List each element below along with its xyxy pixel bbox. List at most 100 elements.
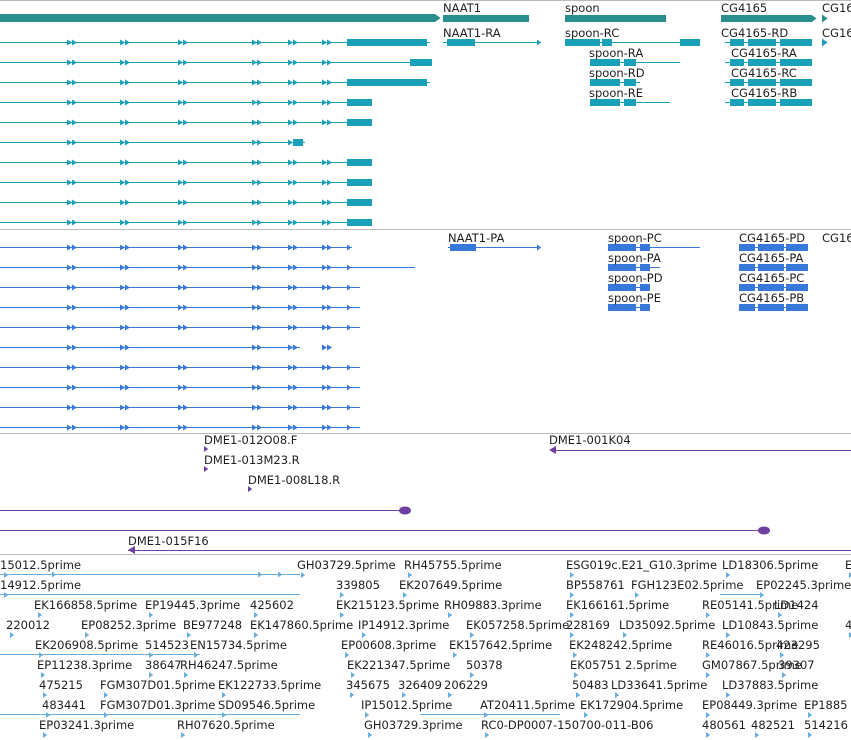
strand-arrow-icon <box>125 39 130 46</box>
est-label: LD35092.5prime <box>619 618 716 632</box>
strand-arrow-icon <box>252 139 257 146</box>
strand-arrow-icon <box>347 264 352 271</box>
strand-arrow-icon <box>257 159 262 166</box>
est-label: EK166858.5prime <box>34 598 138 612</box>
cds-exon <box>590 79 620 86</box>
est-label: EP11238.3prime <box>37 658 133 672</box>
est-label: EK215123.5prime <box>336 598 440 612</box>
strand-arrow-icon <box>125 424 130 431</box>
transcript-label: CG4165-RA <box>731 46 797 60</box>
strand-arrow-icon <box>257 179 262 186</box>
strand-arrow-icon <box>252 79 257 86</box>
strand-arrow-icon <box>288 384 293 391</box>
strand-arrow-icon <box>288 344 293 351</box>
strand-arrow-icon <box>288 324 293 331</box>
cds-exon <box>748 99 776 106</box>
strand-arrow-icon <box>288 364 293 371</box>
strand-arrow-icon <box>327 344 332 351</box>
est-label: 339805 <box>336 578 380 592</box>
est-label: GM07867.5prime <box>702 658 802 672</box>
strand-arrow-icon <box>448 692 453 698</box>
strand-arrow-icon <box>327 99 332 106</box>
est-label: IP14912.3prime <box>358 618 450 632</box>
cds-exon <box>786 264 808 271</box>
gene-span <box>721 15 811 22</box>
strand-arrow-icon <box>257 39 262 46</box>
est-label: EP08449.3prime <box>702 698 798 712</box>
cds-exon <box>347 79 427 86</box>
cds-exon <box>780 59 812 66</box>
cds-exon <box>739 284 755 291</box>
est-label: 14912.5prime <box>0 578 82 592</box>
strand-arrow-icon <box>120 79 125 86</box>
cds-exon <box>758 304 784 311</box>
est-label: LD18306.5prime <box>722 558 819 572</box>
est-label: E <box>845 558 851 572</box>
strand-arrow-icon <box>67 264 72 271</box>
strand-arrow-icon <box>252 59 257 66</box>
strand-arrow-icon <box>120 244 125 251</box>
strand-arrow-icon <box>706 732 711 738</box>
strand-arrow-icon <box>293 284 298 291</box>
transcript-label: spoon-RD <box>589 66 645 80</box>
strand-arrow-icon <box>322 99 327 106</box>
strand-arrow-icon <box>125 99 130 106</box>
strand-arrow-icon <box>347 384 352 391</box>
protein-label: CG4165-PB <box>739 291 805 305</box>
strand-arrow-icon <box>726 572 731 578</box>
strand-arrow-icon <box>120 139 125 146</box>
strand-arrow-icon <box>125 79 130 86</box>
est-label: EP02245.3prime <box>756 578 851 592</box>
strand-arrow-icon <box>204 466 209 472</box>
strand-arrow-icon <box>293 244 298 251</box>
transcript-label: spoon-RA <box>589 46 644 60</box>
strand-arrow-icon <box>120 179 125 186</box>
strand-arrow-icon <box>780 652 785 658</box>
strand-arrow-icon <box>257 139 262 146</box>
strand-arrow-icon <box>293 324 298 331</box>
strand-arrow-icon <box>252 39 257 46</box>
strand-arrow-icon <box>252 219 257 226</box>
est-label: RE05141.5prime <box>702 598 799 612</box>
strand-arrow-icon <box>322 284 327 291</box>
strand-arrow-icon <box>72 99 77 106</box>
strand-arrow-icon <box>288 139 293 146</box>
strand-arrow-icon <box>635 592 640 598</box>
strand-arrow-icon <box>72 39 77 46</box>
strand-arrow-icon <box>125 119 130 126</box>
est-label: IP15012.5prime <box>361 698 453 712</box>
strand-arrow-icon <box>120 264 125 271</box>
strand-arrow-icon <box>322 404 327 411</box>
strand-arrow-icon <box>72 384 77 391</box>
strand-arrow-icon <box>252 159 257 166</box>
est-label: 480561 <box>702 718 746 732</box>
strand-arrow-icon <box>257 364 262 371</box>
strand-arrow-icon <box>706 712 711 718</box>
strand-arrow-icon <box>67 59 72 66</box>
strand-arrow-icon <box>120 119 125 126</box>
strand-arrow-icon <box>178 159 183 166</box>
strand-arrow-icon <box>178 179 183 186</box>
strand-arrow-icon <box>327 39 332 46</box>
strand-arrow-icon <box>351 672 356 678</box>
strand-arrow-icon <box>293 404 298 411</box>
est-label: EK166161.5prime <box>566 598 670 612</box>
strand-arrow-icon <box>67 159 72 166</box>
est-label: 514523 <box>145 638 189 652</box>
strand-arrow-icon <box>322 244 327 251</box>
strand-arrow-icon <box>288 424 293 431</box>
strand-arrow-icon <box>340 612 345 618</box>
transcript-label: CG4165-RB <box>731 86 798 100</box>
strand-arrow-icon <box>293 264 298 271</box>
strand-arrow-icon <box>120 324 125 331</box>
strand-arrow-icon <box>178 384 183 391</box>
cds-exon <box>780 79 812 86</box>
strand-arrow-icon <box>67 324 72 331</box>
strand-arrow-icon <box>178 199 183 206</box>
strand-arrow-icon <box>67 244 72 251</box>
strand-arrow-icon <box>178 404 183 411</box>
strand-arrow-icon <box>125 304 130 311</box>
strand-arrow-icon <box>347 304 352 311</box>
est-label: 482521 <box>751 718 795 732</box>
cds-exon <box>347 219 372 226</box>
